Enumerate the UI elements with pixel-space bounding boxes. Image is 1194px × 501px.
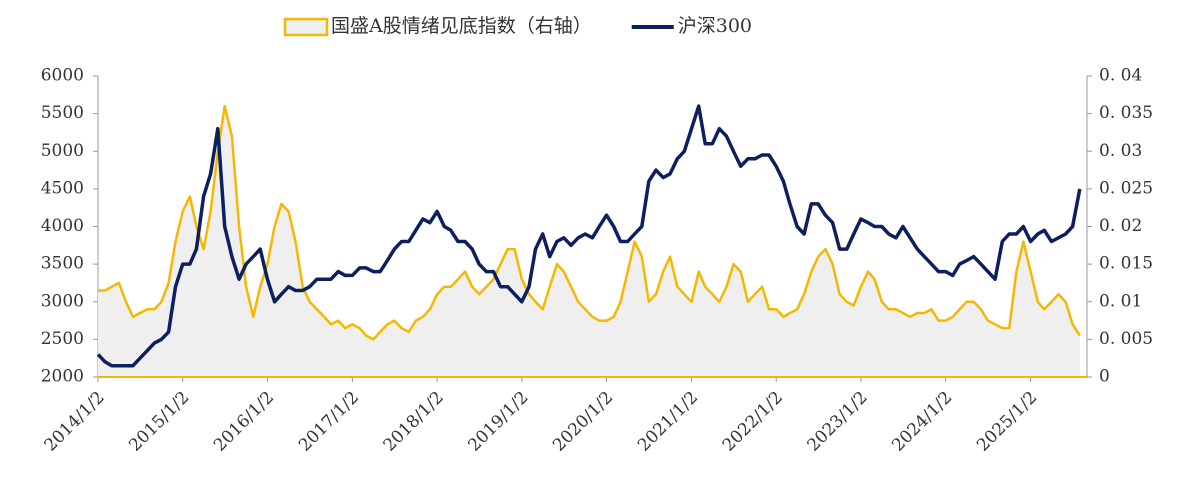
y2-tick-label: 0. 01 bbox=[1099, 291, 1142, 311]
x-tick-label: 2018/1/2 bbox=[380, 388, 448, 456]
y-tick-label: 5500 bbox=[41, 103, 84, 123]
y-tick-label: 3000 bbox=[41, 291, 84, 311]
y2-tick-label: 0. 035 bbox=[1099, 103, 1153, 123]
y2-tick-label: 0. 03 bbox=[1099, 141, 1142, 161]
x-tick-label: 2020/1/2 bbox=[549, 388, 617, 456]
area-fill bbox=[98, 106, 1080, 377]
x-tick-label: 2025/1/2 bbox=[973, 388, 1041, 456]
legend-label: 国盛A股情绪见底指数（右轴） bbox=[331, 15, 592, 37]
y2-tick-label: 0 bbox=[1099, 367, 1110, 387]
y-tick-label: 4500 bbox=[41, 178, 84, 198]
y2-tick-label: 0. 025 bbox=[1099, 178, 1153, 198]
y2-tick-label: 0. 04 bbox=[1099, 66, 1142, 86]
legend-label: 沪深300 bbox=[678, 15, 752, 37]
x-tick-label: 2021/1/2 bbox=[634, 388, 702, 456]
y2-tick-label: 0. 02 bbox=[1099, 216, 1142, 236]
x-tick-label: 2023/1/2 bbox=[804, 388, 872, 456]
y2-tick-label: 0. 015 bbox=[1099, 254, 1153, 274]
series-line bbox=[98, 104, 1081, 341]
y-tick-label: 6000 bbox=[41, 66, 84, 86]
x-tick-label: 2016/1/2 bbox=[210, 388, 278, 456]
legend-swatch bbox=[283, 17, 329, 37]
x-tick-label: 2022/1/2 bbox=[719, 388, 787, 456]
x-tick-label: 2014/1/2 bbox=[41, 388, 109, 456]
y2-tick-label: 0. 005 bbox=[1099, 329, 1153, 349]
x-tick-label: 2019/1/2 bbox=[464, 388, 532, 456]
series-line bbox=[96, 104, 1082, 368]
y-tick-label: 3500 bbox=[41, 254, 84, 274]
x-tick-label: 2015/1/2 bbox=[125, 388, 193, 456]
y-tick-label: 2500 bbox=[41, 329, 84, 349]
x-tick-label: 2017/1/2 bbox=[295, 388, 363, 456]
x-tick-label: 2024/1/2 bbox=[888, 388, 956, 456]
y-tick-label: 2000 bbox=[41, 367, 84, 387]
y-tick-label: 4000 bbox=[41, 216, 84, 236]
y-tick-label: 5000 bbox=[41, 141, 84, 161]
